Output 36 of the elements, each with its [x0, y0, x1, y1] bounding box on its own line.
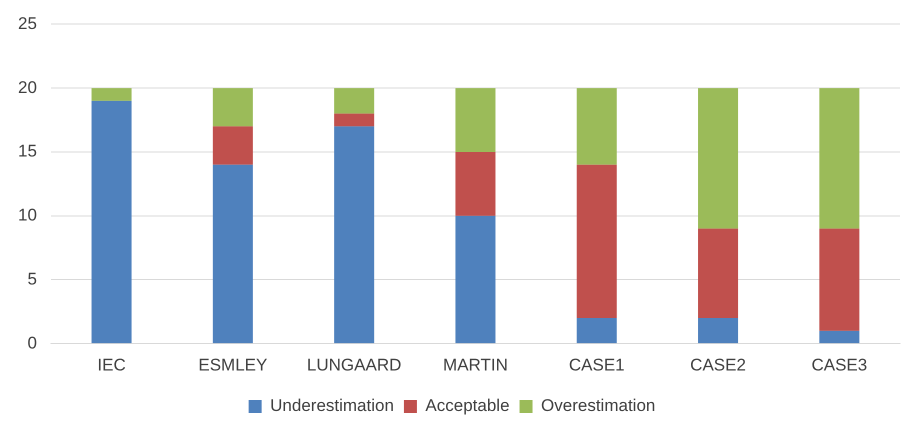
x-tick-label: CASE1: [568, 355, 625, 374]
bar: [698, 88, 738, 229]
y-tick-label: 10: [18, 206, 37, 225]
y-tick-label: 5: [27, 269, 37, 288]
bar: [92, 88, 132, 101]
legend-label: Acceptable: [425, 396, 510, 416]
bar: [212, 126, 253, 165]
bar: [576, 318, 617, 344]
legend-label: Underestimation: [270, 396, 394, 416]
bar: [334, 126, 374, 344]
y-tick-label: 0: [27, 333, 37, 352]
bar: [212, 164, 253, 344]
bar: [698, 318, 738, 344]
bar: [698, 228, 738, 318]
bar: [819, 228, 860, 331]
x-tick-label: CASE3: [811, 355, 868, 374]
bar: [576, 88, 617, 165]
bar: [819, 88, 860, 229]
bar: [455, 152, 496, 216]
bar: [455, 216, 496, 344]
bar: [455, 88, 496, 152]
bar: [92, 100, 132, 344]
bar: [819, 330, 860, 344]
y-tick-label: 15: [18, 142, 37, 161]
bar: [334, 88, 374, 114]
x-tick-label: IEC: [97, 355, 126, 374]
x-tick-label: LUNGAARD: [306, 355, 402, 374]
legend-label: Overestimation: [541, 396, 656, 416]
y-tick-label: 20: [18, 78, 37, 97]
bar: [212, 88, 253, 126]
x-tick-label: MARTIN: [443, 355, 508, 374]
x-tick-label: CASE2: [690, 355, 746, 374]
y-tick-label: 25: [18, 14, 37, 33]
bar: [576, 164, 617, 318]
bar: [334, 114, 374, 126]
x-tick-label: ESMLEY: [198, 355, 268, 374]
